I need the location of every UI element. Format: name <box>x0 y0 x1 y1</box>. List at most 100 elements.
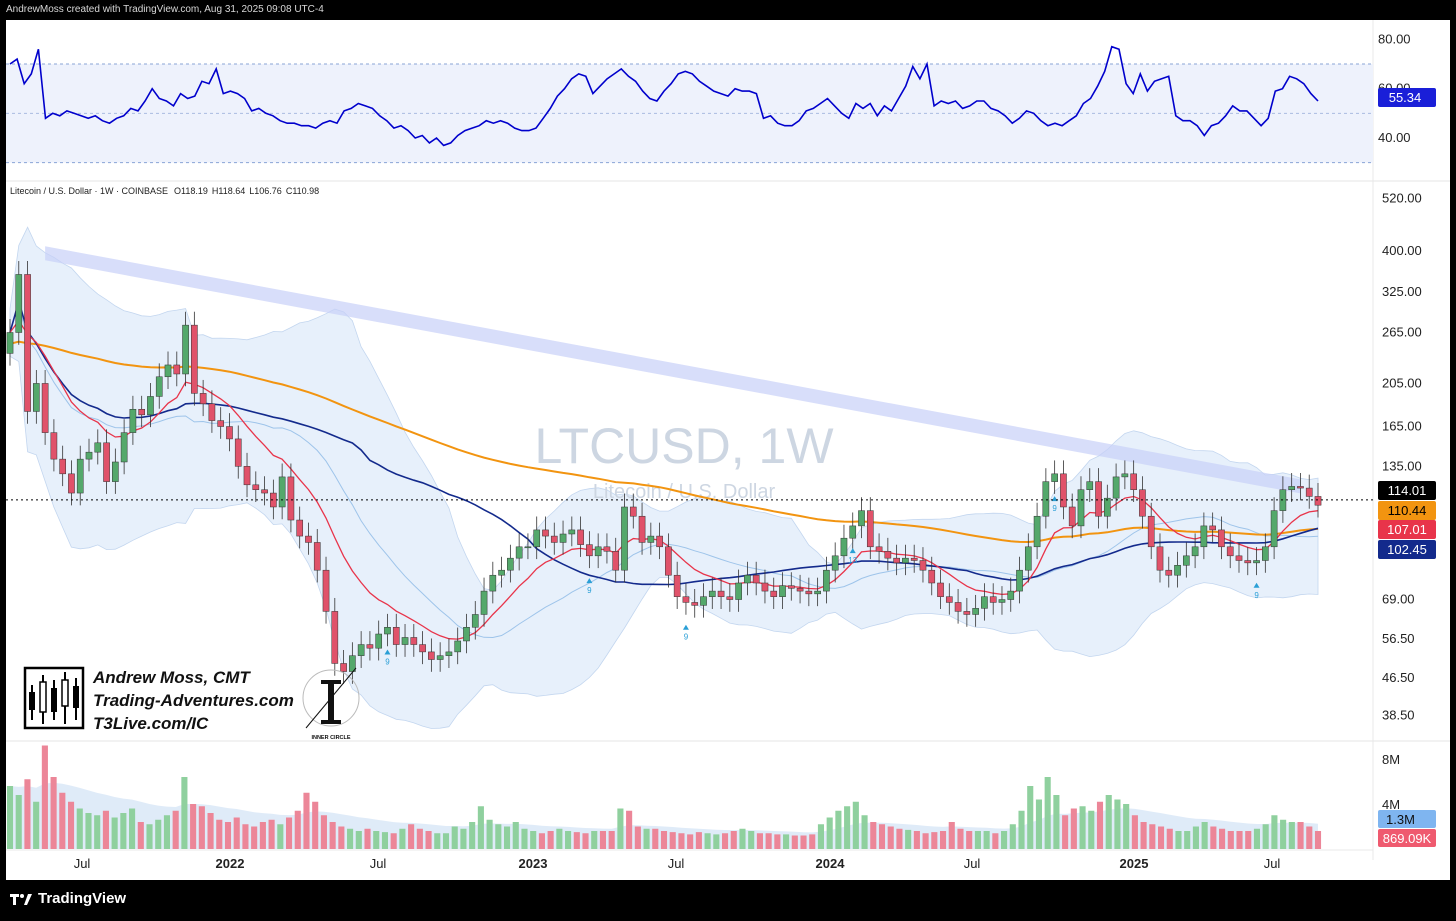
candle-body <box>252 484 260 490</box>
volume-bar <box>521 828 528 849</box>
time-tick-label: 2023 <box>519 856 548 871</box>
candle-body <box>331 611 339 664</box>
candle-body <box>1130 473 1137 490</box>
volume-bar <box>931 832 938 849</box>
candle-body <box>1024 546 1032 571</box>
candle-body <box>787 585 795 589</box>
bollinger-mid-line <box>9 301 1319 639</box>
volume-bar <box>408 824 415 849</box>
volume-bar <box>1062 815 1069 849</box>
volume-bar <box>861 815 868 849</box>
candle-body <box>840 537 848 557</box>
volume-bars <box>6 745 1322 849</box>
candle-body <box>94 442 102 453</box>
volume-bar <box>687 834 694 849</box>
time-tick-label: Jul <box>74 856 91 871</box>
candle-body <box>1253 560 1260 564</box>
volume-bar <box>198 806 205 849</box>
candle-body <box>902 557 909 564</box>
volume-bar <box>913 831 920 849</box>
volume-ma-label-bg <box>1378 810 1436 828</box>
trendline-band <box>45 246 1301 494</box>
volume-bar <box>1245 831 1252 849</box>
candle-body <box>191 324 198 394</box>
candle-body <box>726 596 734 600</box>
time-tick-label: Jul <box>1264 856 1281 871</box>
volume-bar <box>1001 831 1008 849</box>
candle-body <box>752 574 760 584</box>
volume-bar <box>259 822 266 849</box>
price-tick-label: 400.00 <box>1382 243 1422 258</box>
candle-body <box>155 376 163 397</box>
volume-bar <box>573 832 580 849</box>
price-tick-label: 520.00 <box>1382 191 1422 206</box>
volume-bar <box>556 828 563 849</box>
volume-bar <box>373 831 380 849</box>
volume-bar <box>512 822 519 849</box>
volume-bar <box>390 833 397 849</box>
volume-bar <box>6 786 14 849</box>
volume-bar <box>1306 826 1313 849</box>
candle-body <box>945 596 953 603</box>
volume-bar <box>1027 786 1034 849</box>
volume-bar <box>155 819 162 849</box>
volume-bar <box>320 815 327 849</box>
candle-body <box>700 596 707 606</box>
candle-body <box>1182 555 1190 566</box>
author-site: Trading-Adventures.com <box>93 691 294 710</box>
volume-bar <box>1271 815 1278 849</box>
volume-bar <box>1253 828 1261 849</box>
candle-body <box>208 403 216 421</box>
candle-body <box>796 588 804 592</box>
candle-body <box>147 396 154 416</box>
candle-body <box>937 582 944 597</box>
candle-body <box>112 461 119 482</box>
candle-body <box>1200 525 1208 548</box>
volume-bar <box>294 810 301 849</box>
volume-bar <box>163 815 171 849</box>
volume-bar <box>347 828 354 849</box>
candle-body <box>471 614 479 628</box>
td-marker-label: 9 <box>1395 20 1400 22</box>
candle-body <box>1016 569 1023 592</box>
candle-body <box>182 324 189 375</box>
volume-bar <box>582 833 589 849</box>
candle-body <box>524 546 532 549</box>
volume-bar <box>817 824 825 849</box>
volume-bar <box>67 801 75 849</box>
volume-bar <box>172 810 179 849</box>
candle-body <box>638 515 646 543</box>
author-link: T3Live.com/IC <box>93 714 209 733</box>
candle-body <box>340 663 347 672</box>
volume-bar <box>181 777 188 849</box>
td-marker-label: 9 <box>587 586 592 595</box>
volume-bar <box>1035 799 1043 849</box>
candle-body <box>436 655 444 660</box>
candle-body <box>1077 489 1085 527</box>
ma-200-label: 110.44 <box>1388 503 1427 518</box>
candle-body <box>1244 560 1252 564</box>
volume-bar <box>364 828 371 849</box>
volume-bar <box>1262 824 1269 849</box>
volume-bar <box>704 833 711 849</box>
volume-bar <box>1314 831 1322 849</box>
candle-body <box>1147 515 1155 548</box>
volume-bar <box>251 826 258 849</box>
candle-body <box>1060 473 1067 508</box>
candle-body <box>989 596 997 603</box>
candle-body <box>1042 481 1050 517</box>
volume-bar <box>1184 831 1191 849</box>
rsi-band <box>6 64 1373 163</box>
volume-bar <box>878 824 886 849</box>
candle-body <box>1191 546 1199 557</box>
candle-body <box>814 590 821 595</box>
volume-bar <box>425 831 432 849</box>
volume-bar <box>948 822 955 849</box>
volume-bar <box>887 826 894 849</box>
candle-body <box>366 644 374 649</box>
candle-body <box>928 569 936 584</box>
candle-body <box>1121 473 1129 478</box>
candle-body <box>963 611 971 615</box>
volume-bar <box>983 831 990 849</box>
